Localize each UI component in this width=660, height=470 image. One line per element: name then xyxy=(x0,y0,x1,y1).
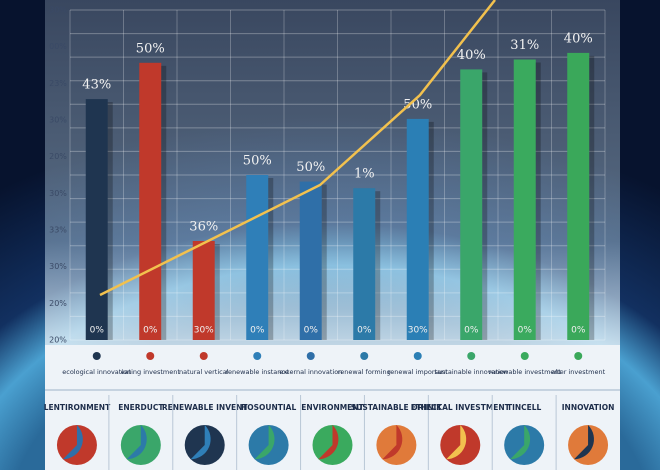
bar xyxy=(85,99,108,340)
legend-dot xyxy=(413,352,422,360)
legend-dot xyxy=(92,352,101,360)
legend-dot xyxy=(360,352,369,360)
bar-side xyxy=(321,184,327,340)
chart: 30% 00% 23% 30% 20% 30% 33% 30% 20% 20% 43% 0% ecolo… xyxy=(44,6,615,470)
y-axis-text: 30% xyxy=(49,262,67,271)
legend-dot xyxy=(467,352,476,360)
bar-side xyxy=(214,244,220,340)
base-label: 0% xyxy=(518,326,533,336)
bar-label: 50% xyxy=(403,97,432,112)
bar xyxy=(353,188,376,340)
pie-slice xyxy=(446,425,467,460)
bar-side xyxy=(375,191,381,340)
panel-title: SUSTAINABLE ORIECT xyxy=(351,403,443,412)
panel-title: ENVIRONMENT xyxy=(301,403,364,412)
panel-title: ETHNIKAL INVESTMENT xyxy=(411,403,511,412)
pie-slice xyxy=(62,425,83,460)
bar-side xyxy=(107,102,113,340)
legend-dot xyxy=(306,352,315,360)
bar-side xyxy=(268,178,274,340)
y-axis-text: 30% xyxy=(49,116,67,125)
bar-note: renewal forming xyxy=(338,368,391,376)
base-label: 0% xyxy=(357,326,372,336)
bar-label: 43% xyxy=(82,78,111,93)
legend-dot xyxy=(520,352,529,360)
panel-title: TINCELL xyxy=(507,403,542,412)
legend-dot xyxy=(146,352,155,360)
panel-title: RENEWABLE INVENT xyxy=(162,403,249,412)
bar-note: renewal important xyxy=(388,368,448,376)
pie-slice xyxy=(126,425,147,460)
bar-note: renewable instance xyxy=(226,368,289,376)
bar-side xyxy=(482,72,488,341)
legend-dot xyxy=(199,352,208,360)
bar xyxy=(513,59,536,340)
bar xyxy=(246,175,269,340)
base-label: 0% xyxy=(90,326,105,336)
bar xyxy=(192,241,215,340)
legend-dot xyxy=(253,352,262,360)
bar xyxy=(460,69,483,341)
bar-label: 40% xyxy=(457,48,486,63)
bar-label: 40% xyxy=(564,31,593,46)
legend-dot xyxy=(574,352,583,360)
bar xyxy=(406,118,429,341)
y-axis-text: 20% xyxy=(49,336,67,345)
bar xyxy=(299,181,322,340)
bar-side xyxy=(535,62,541,340)
bar-label: 31% xyxy=(510,38,539,53)
bar-label: 1% xyxy=(354,167,375,182)
bar-label: 36% xyxy=(189,220,218,235)
pie-slice xyxy=(510,425,531,460)
panel-title: ENERDUCT xyxy=(118,403,164,412)
base-label: 0% xyxy=(304,326,319,336)
bar xyxy=(567,52,590,341)
bar-note: renewable investment xyxy=(488,368,561,376)
bar-note: natural vertical xyxy=(179,368,229,376)
y-axis-text: 33% xyxy=(49,226,67,235)
bar-note: external innovation xyxy=(279,368,342,376)
y-axis-text: 30% xyxy=(49,6,67,15)
bar-note: eating investment xyxy=(121,368,181,376)
pie-slice xyxy=(190,425,211,460)
y-axis-text: 23% xyxy=(49,79,67,88)
pie-slice xyxy=(382,425,403,460)
bar-side xyxy=(161,65,167,341)
base-label: 30% xyxy=(194,326,214,336)
bar-label: 50% xyxy=(296,160,325,175)
bar-note: alter investment xyxy=(551,368,605,376)
bar xyxy=(139,62,162,341)
base-label: 0% xyxy=(143,326,158,336)
y-axis-text: 20% xyxy=(49,152,67,161)
bar-side xyxy=(428,121,434,341)
pie-slice xyxy=(574,425,594,460)
y-axis-text: 20% xyxy=(49,299,67,308)
panel-title: INNOVATION xyxy=(562,403,615,412)
pie-slice xyxy=(254,425,275,460)
base-label: 0% xyxy=(250,326,265,336)
panel-title: LENTIRONMENT xyxy=(44,403,111,412)
trend-line xyxy=(99,0,496,297)
base-label: 30% xyxy=(408,326,428,336)
bar-note: ecological innovation xyxy=(62,368,131,376)
bar-label: 50% xyxy=(136,41,165,56)
bar-side xyxy=(589,55,595,341)
bar-note: sustainable innovation xyxy=(434,368,508,376)
panel-title: HOSOUNTIAL xyxy=(241,403,297,412)
base-label: 0% xyxy=(464,326,479,336)
y-axis-text: 00% xyxy=(49,42,67,51)
pie-slice xyxy=(318,425,339,460)
base-label: 0% xyxy=(571,326,586,336)
bar-label: 50% xyxy=(243,154,272,169)
y-axis-text: 30% xyxy=(49,189,67,198)
